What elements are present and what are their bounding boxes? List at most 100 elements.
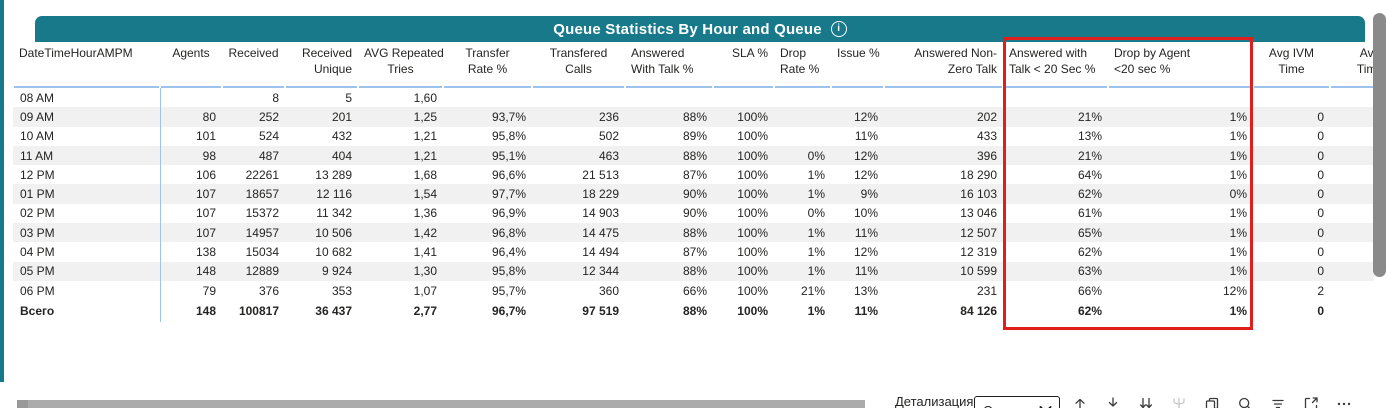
value-cell[interactable]: 79 <box>202 283 216 298</box>
value-cell[interactable]: 12% <box>853 148 878 163</box>
value-cell[interactable]: 95,8% <box>491 129 526 144</box>
value-cell[interactable]: 1% <box>1229 225 1247 240</box>
column-header[interactable]: Transfer Rate % <box>443 42 532 88</box>
row-header-cell[interactable]: 11 AM <box>20 148 54 163</box>
value-cell[interactable]: 21% <box>1077 109 1102 124</box>
value-cell[interactable]: 101 <box>195 129 216 144</box>
row-header-cell[interactable]: 08 AM <box>20 90 55 105</box>
drill-up-icon[interactable] <box>1072 396 1088 408</box>
row-header-cell[interactable]: 12 PM <box>20 167 55 182</box>
value-cell[interactable]: 10 682 <box>315 245 352 260</box>
value-cell[interactable]: 1% <box>1229 167 1247 182</box>
column-header[interactable]: Agents <box>160 42 222 88</box>
drill-down-icon[interactable] <box>1105 396 1121 408</box>
value-cell[interactable]: 13 046 <box>960 206 997 221</box>
value-cell[interactable]: 11% <box>854 264 878 279</box>
value-cell[interactable]: 0 <box>1317 148 1324 163</box>
value-cell[interactable]: 14957 <box>245 225 279 240</box>
value-cell[interactable]: 11 342 <box>316 206 352 221</box>
value-cell[interactable]: 433 <box>976 129 997 144</box>
value-cell[interactable]: 100% <box>737 206 768 221</box>
value-cell[interactable]: 36 437 <box>315 303 352 318</box>
row-header-cell[interactable]: 05 PM <box>20 264 55 279</box>
row-header-cell[interactable]: 03 PM <box>20 225 55 240</box>
column-header[interactable]: Avg Time <box>1330 42 1374 88</box>
value-cell[interactable]: 1,21 <box>413 129 437 144</box>
vertical-scrollbar-thumb[interactable] <box>1373 13 1386 277</box>
value-cell[interactable]: 0 <box>1317 187 1324 202</box>
row-header-cell[interactable]: 01 PM <box>20 187 55 202</box>
value-cell[interactable]: 1,25 <box>413 109 437 124</box>
value-cell[interactable]: 1% <box>807 245 825 260</box>
value-cell[interactable]: 236 <box>598 109 619 124</box>
value-cell[interactable]: 87% <box>682 245 707 260</box>
value-cell[interactable]: 1,21 <box>413 148 437 163</box>
value-cell[interactable]: 231 <box>976 283 997 298</box>
copy-icon[interactable] <box>1204 396 1220 408</box>
value-cell[interactable]: 21% <box>800 283 825 298</box>
value-cell[interactable]: 89% <box>682 129 707 144</box>
column-header[interactable]: AVG Repeated Tries <box>358 42 444 88</box>
search-icon[interactable] <box>1237 396 1253 408</box>
value-cell[interactable]: 1% <box>1229 303 1247 318</box>
value-cell[interactable]: 1% <box>807 303 825 318</box>
row-header-cell[interactable]: 06 PM <box>20 283 55 298</box>
horizontal-scrollbar[interactable] <box>17 400 1387 408</box>
value-cell[interactable]: 202 <box>976 109 997 124</box>
value-cell[interactable]: 1% <box>807 264 825 279</box>
value-cell[interactable]: 1% <box>1229 129 1247 144</box>
filters-icon[interactable] <box>1270 396 1286 408</box>
value-cell[interactable]: 0 <box>1317 206 1324 221</box>
value-cell[interactable]: 96,6% <box>491 167 526 182</box>
column-header[interactable]: DateTimeHourAMPM <box>13 42 160 88</box>
value-cell[interactable]: 98 <box>202 148 216 163</box>
value-cell[interactable]: 93,7% <box>491 109 526 124</box>
value-cell[interactable]: 95,8% <box>491 264 526 279</box>
value-cell[interactable]: 1% <box>807 225 825 240</box>
value-cell[interactable]: 84 126 <box>960 303 997 318</box>
value-cell[interactable]: 9% <box>860 187 878 202</box>
column-header[interactable]: Answered with Talk < 20 Sec % <box>1003 42 1108 88</box>
row-header-cell[interactable]: 02 PM <box>20 206 55 221</box>
value-cell[interactable]: 138 <box>195 245 216 260</box>
column-header[interactable]: Received Unique <box>285 42 358 88</box>
value-cell[interactable]: 502 <box>598 129 619 144</box>
value-cell[interactable]: 2,77 <box>413 303 437 318</box>
value-cell[interactable]: 97,7% <box>491 187 526 202</box>
value-cell[interactable]: 1% <box>1229 109 1247 124</box>
value-cell[interactable]: 11% <box>854 129 878 144</box>
value-cell[interactable]: 88% <box>682 264 707 279</box>
value-cell[interactable]: 1,60 <box>413 90 437 105</box>
value-cell[interactable]: 1% <box>1229 148 1247 163</box>
value-cell[interactable]: 97 519 <box>582 303 619 318</box>
value-cell[interactable]: 100% <box>737 109 768 124</box>
value-cell[interactable]: 100% <box>737 129 768 144</box>
value-cell[interactable]: 107 <box>195 225 216 240</box>
value-cell[interactable]: 9 924 <box>321 264 352 279</box>
value-cell[interactable]: 95,7% <box>491 283 526 298</box>
column-header[interactable]: Transfered Calls <box>532 42 625 88</box>
value-cell[interactable]: 0% <box>807 148 825 163</box>
value-cell[interactable]: 107 <box>195 206 216 221</box>
value-cell[interactable]: 148 <box>195 303 216 318</box>
value-cell[interactable]: 1,41 <box>413 245 437 260</box>
value-cell[interactable]: 80 <box>202 109 216 124</box>
value-cell[interactable]: 1% <box>1229 264 1247 279</box>
value-cell[interactable]: 100% <box>737 245 768 260</box>
value-cell[interactable]: 62% <box>1077 303 1102 318</box>
value-cell[interactable]: 8 <box>272 90 279 105</box>
value-cell[interactable]: 100% <box>737 148 768 163</box>
value-cell[interactable]: 0 <box>1317 109 1324 124</box>
value-cell[interactable]: 12 116 <box>316 187 352 202</box>
value-cell[interactable]: 0 <box>1317 303 1324 318</box>
value-cell[interactable]: 0 <box>1317 264 1324 279</box>
more-options-icon[interactable] <box>1336 396 1352 408</box>
value-cell[interactable]: 14 903 <box>582 206 619 221</box>
column-header[interactable]: Drop Rate % <box>774 42 831 88</box>
value-cell[interactable]: 376 <box>258 283 279 298</box>
value-cell[interactable]: 1,68 <box>413 167 437 182</box>
value-cell[interactable]: 1,07 <box>413 283 437 298</box>
value-cell[interactable]: 1,42 <box>413 225 437 240</box>
value-cell[interactable]: 12889 <box>245 264 279 279</box>
column-header[interactable]: Answered With Talk % <box>625 42 713 88</box>
